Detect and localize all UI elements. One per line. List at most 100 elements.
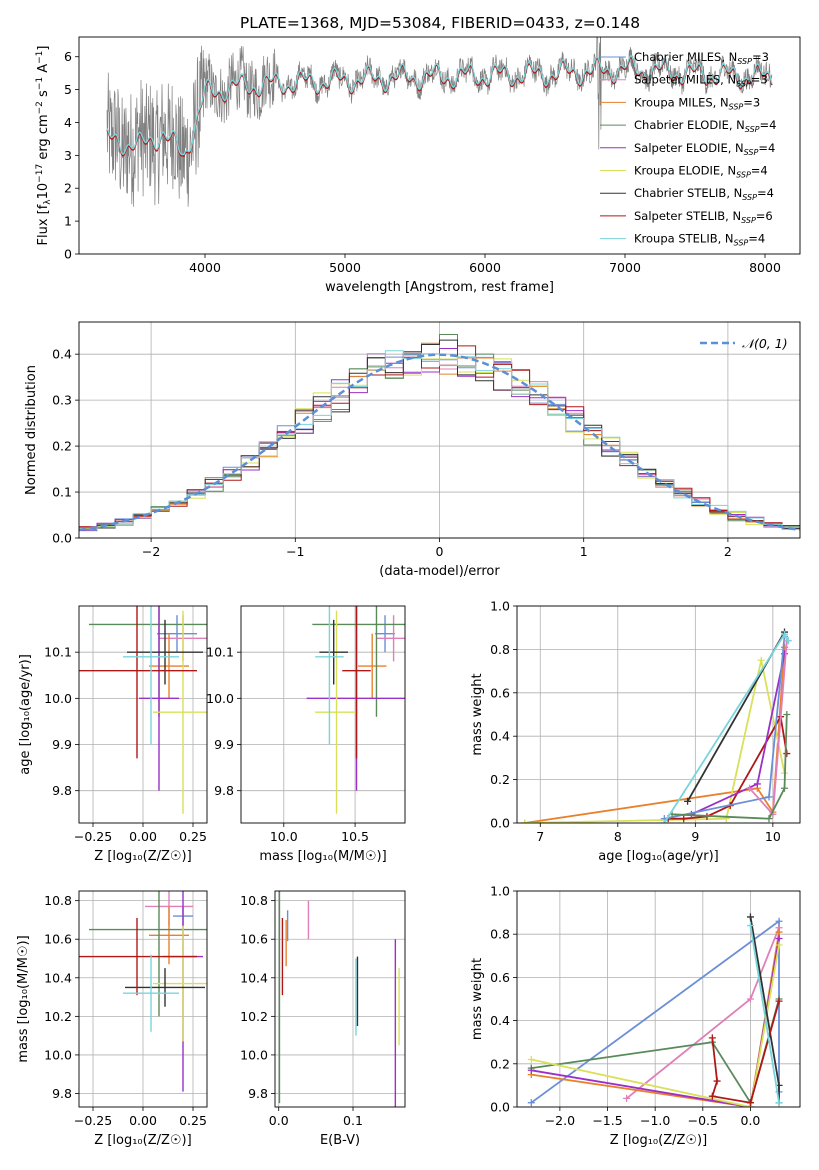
x-tick-label: 0.0 xyxy=(269,1113,289,1128)
y-tick-label: 10.1 xyxy=(44,645,72,660)
y-tick-label: 10.2 xyxy=(44,1009,72,1024)
legend-label-text: =4 xyxy=(760,118,777,132)
legend-label-text: =3 xyxy=(752,50,769,64)
y-tick-label: 10.8 xyxy=(240,893,268,908)
y-tick-label: 0.2 xyxy=(490,1056,510,1071)
x-tick-label: −1 xyxy=(286,544,304,559)
y-tick-label: 10.0 xyxy=(44,1047,72,1062)
legend-label: Chabrier MILES, NSSP=3 xyxy=(634,50,769,66)
y-tick-label: 0.1 xyxy=(52,485,72,500)
legend-label-text: =4 xyxy=(757,186,774,200)
x-tick-label: −1.0 xyxy=(640,1113,670,1128)
mass-weight-vs-metallicity-chart: −2.0 −1.5 −1.0 −0.5 0.0 0.0 0.2 0.4 0.6 0.8 1.0 Z [… xyxy=(470,884,801,1148)
y-axis-label: mass weight xyxy=(470,958,485,1040)
mass-weight-marker xyxy=(746,995,754,1003)
legend-label: Salpeter STELIB, NSSP=6 xyxy=(634,209,773,225)
mass-weight-marker xyxy=(660,819,668,823)
legend-label-text: Chabrier STELIB, N xyxy=(634,186,742,200)
x-axis-label: wavelength [Angstrom, rest frame] xyxy=(325,280,554,295)
x-tick-label: 10.0 xyxy=(270,829,298,844)
mass-weight-marker xyxy=(746,784,754,792)
mass-weight-line xyxy=(672,714,788,820)
error-bar-point xyxy=(376,615,405,662)
x-tick-label: 0.1 xyxy=(343,1113,363,1128)
y-tick-label: 9.8 xyxy=(52,783,72,798)
legend-label-text: Kroupa STELIB, N xyxy=(634,232,734,246)
legend-label-subscript: SSP xyxy=(742,193,757,202)
axes-frame xyxy=(78,321,801,539)
mass-weight-marker xyxy=(775,941,783,949)
error-bar-point xyxy=(79,918,197,996)
error-bar-point xyxy=(319,619,348,685)
axes-frame xyxy=(516,890,801,1108)
x-tick-label: 0.00 xyxy=(129,829,157,844)
y-tick-label: 1.0 xyxy=(490,599,510,614)
x-tick-label: −2.0 xyxy=(545,1113,575,1128)
x-tick-label: 8000 xyxy=(749,260,781,275)
mass-vs-metallicity-chart: −0.25 0.00 0.25 9.8 10.0 10.2 10.4 10.6 10.8 Z [l… xyxy=(16,890,208,1148)
mass-weight-marker xyxy=(521,819,529,823)
y-tick-label: 10.8 xyxy=(44,893,72,908)
error-bar-point xyxy=(89,891,207,1017)
y-tick-label: 6 xyxy=(64,49,72,64)
mass-weight-line xyxy=(524,647,786,823)
legend-label-text: =4 xyxy=(748,232,765,246)
legend-label-text: Salpeter ELODIE, N xyxy=(634,141,744,155)
error-bar-point xyxy=(153,610,207,814)
x-axis-label: E(B-V) xyxy=(320,1133,360,1148)
mass-vs-extinction-chart: 0.0 0.1 9.8 10.0 10.2 10.4 10.6 10.8 E(B-V) xyxy=(240,890,406,1148)
y-tick-label: 0.6 xyxy=(490,970,510,985)
age-vs-metallicity-chart: −0.25 0.00 0.25 9.8 9.9 10.0 10.1 Z [log₁₀(Z/Z☉… xyxy=(18,605,208,864)
x-tick-label: 7000 xyxy=(609,260,641,275)
legend-label-text: =4 xyxy=(751,164,768,178)
legend-label-text: =4 xyxy=(758,141,775,155)
mass-weight-marker xyxy=(746,1099,754,1107)
legend-label-text: Kroupa MILES, N xyxy=(634,95,729,109)
y-tick-label: 10.0 xyxy=(206,691,234,706)
y-axis-label: mass weight xyxy=(470,673,485,755)
y-tick-label: 4 xyxy=(64,115,72,130)
mass-weight-marker xyxy=(780,784,788,792)
legend-label: Kroupa ELODIE, NSSP=4 xyxy=(634,164,768,180)
y-tick-label: 1.0 xyxy=(490,884,510,899)
x-tick-label: 1 xyxy=(580,544,588,559)
legend-label: Chabrier STELIB, NSSP=4 xyxy=(634,186,774,202)
y-tick-label: 0.2 xyxy=(490,772,510,787)
error-bar-point xyxy=(312,606,405,717)
axes-frame xyxy=(240,605,406,824)
mass-weight-marker xyxy=(708,1034,716,1042)
axes-frame xyxy=(516,605,801,824)
model-fit-line xyxy=(106,55,773,156)
x-tick-label: 10 xyxy=(765,829,781,844)
x-tick-label: 5000 xyxy=(329,260,361,275)
x-tick-label: 4000 xyxy=(189,260,221,275)
y-tick-label: 0.4 xyxy=(490,729,510,744)
x-tick-label: −0.5 xyxy=(688,1113,718,1128)
x-tick-label: 0.0 xyxy=(741,1113,761,1128)
legend-label-text: =3 xyxy=(751,73,768,87)
x-tick-label: 9 xyxy=(691,829,699,844)
legend-label-text: =3 xyxy=(743,95,760,109)
legend-label: Salpeter ELODIE, NSSP=4 xyxy=(634,141,775,157)
x-tick-label: 8 xyxy=(614,829,622,844)
y-tick-label: 0.4 xyxy=(52,347,72,362)
y-tick-label: 9.9 xyxy=(52,737,72,752)
mass-weight-marker xyxy=(765,815,773,823)
y-tick-label: 0 xyxy=(64,247,72,262)
error-bar-point xyxy=(123,606,179,745)
y-axis-label-part: ] xyxy=(36,46,51,51)
mass-weight-marker xyxy=(780,630,788,638)
mass-weight-marker xyxy=(757,656,765,664)
mass-weight-marker xyxy=(680,815,688,823)
age-vs-mass-chart: 10.0 10.5 9.8 9.9 10.0 10.1 mass [log₁₀(M/M☉)] xyxy=(206,605,406,864)
y-axis-label-part: s xyxy=(36,90,51,101)
y-tick-label: 10.2 xyxy=(240,1009,268,1024)
y-axis-label-part: erg cm xyxy=(36,114,51,163)
y-axis-label: Flux [fλ10−17 erg cm−2 s−1 A−1] xyxy=(35,46,53,246)
error-bar-point xyxy=(153,925,207,1042)
x-tick-label: 0 xyxy=(436,544,444,559)
mass-weight-marker xyxy=(708,1092,716,1100)
error-bar-point xyxy=(342,606,371,759)
error-bar-point xyxy=(127,619,203,685)
